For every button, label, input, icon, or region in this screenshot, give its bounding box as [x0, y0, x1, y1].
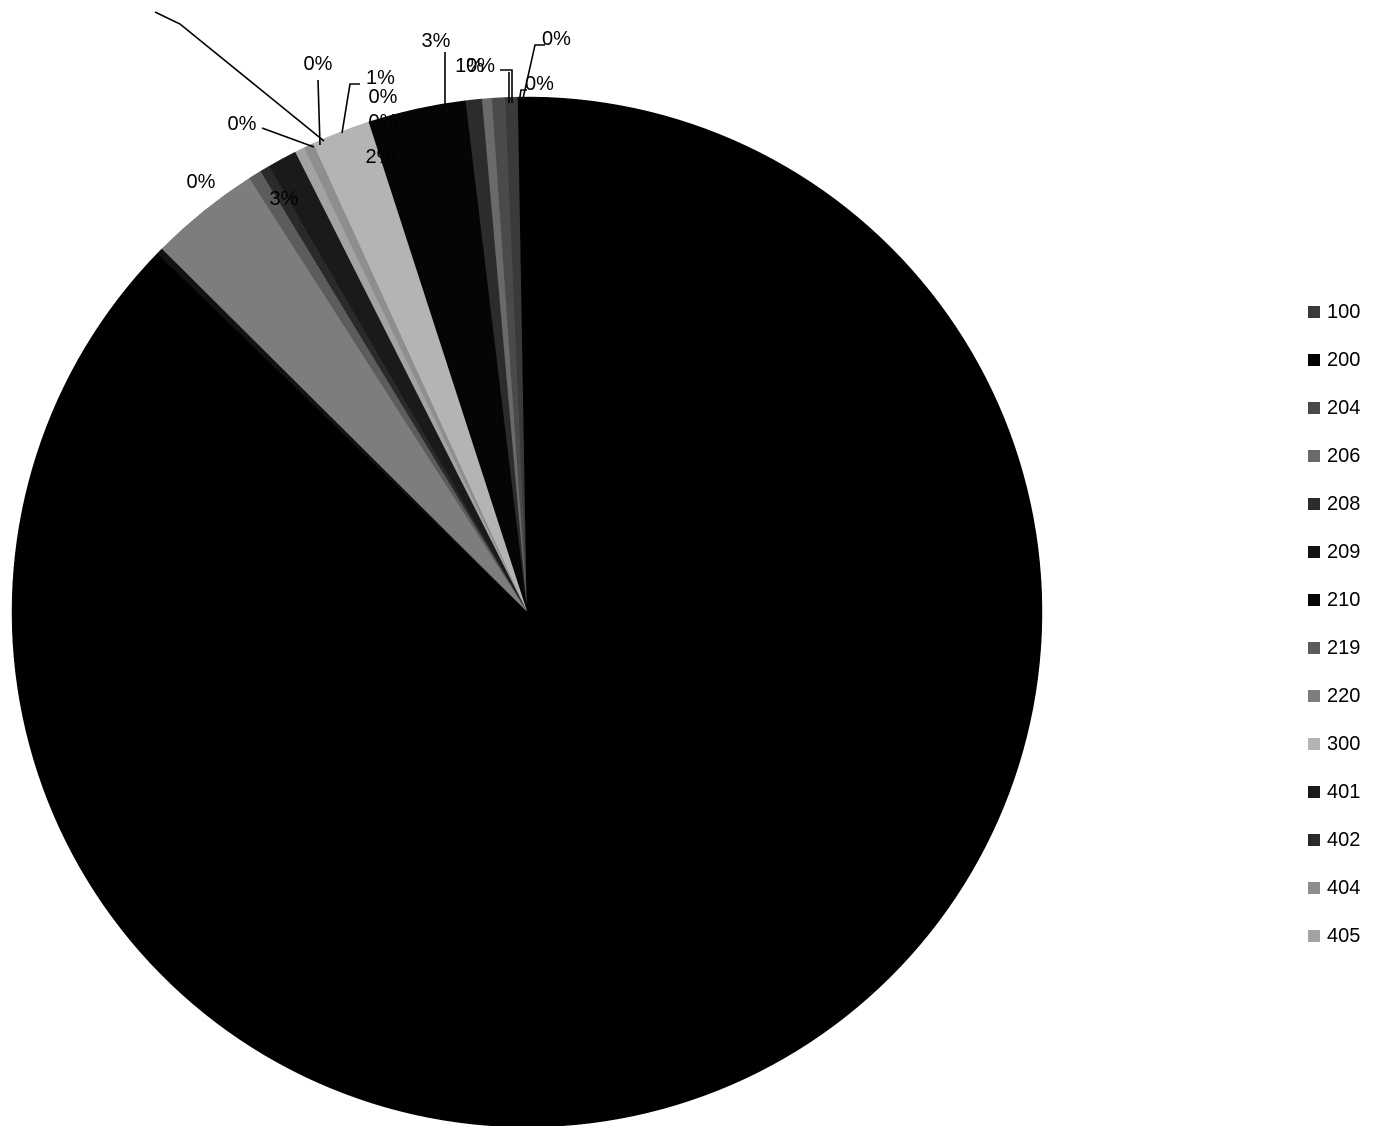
leader-line-219 [261, 127, 315, 148]
data-label-220: 3% [270, 188, 299, 210]
pie-slice-200 [11, 96, 1043, 1128]
legend-swatch-204 [1308, 402, 1320, 414]
legend-item-204: 204 [1308, 384, 1378, 432]
data-label-300: 2% [366, 146, 395, 168]
legend-swatch-404 [1308, 882, 1320, 894]
legend-label-204: 204 [1327, 397, 1361, 419]
legend-item-300: 300 [1308, 720, 1378, 768]
legend-label-220: 220 [1327, 685, 1361, 707]
legend-item-100: 100 [1308, 288, 1378, 336]
legend-label-100: 100 [1327, 301, 1361, 323]
data-label-402: 0% [304, 53, 333, 75]
data-label-404: 0% [369, 111, 398, 133]
legend-swatch-209 [1308, 546, 1320, 558]
legend-item-200: 200 [1308, 336, 1378, 384]
legend-swatch-300 [1308, 738, 1320, 750]
legend-swatch-200 [1308, 354, 1320, 366]
legend-item-220: 220 [1308, 672, 1378, 720]
legend-item-219: 219 [1308, 624, 1378, 672]
pie-slices [11, 96, 1043, 1128]
legend-item-209: 209 [1308, 528, 1378, 576]
legend-label-405: 405 [1327, 925, 1361, 947]
legend-item-208: 208 [1308, 480, 1378, 528]
legend-item-401: 401 [1308, 768, 1378, 816]
legend-label-206: 206 [1327, 445, 1361, 467]
leader-line-206 [500, 69, 513, 103]
chart-legend: 100 200 204 206 208 209 210 219 220 300 401 402 404 4… [1308, 288, 1378, 960]
legend-swatch-220 [1308, 690, 1320, 702]
legend-item-206: 206 [1308, 432, 1378, 480]
legend-label-200: 200 [1327, 349, 1361, 371]
legend-item-405: 405 [1308, 912, 1378, 960]
legend-label-209: 209 [1327, 541, 1361, 563]
data-label-100: 0% [542, 28, 571, 50]
legend-label-219: 219 [1327, 637, 1361, 659]
legend-item-402: 402 [1308, 816, 1378, 864]
leader-line-209 [154, 11, 325, 142]
leader-line-401 [341, 83, 360, 134]
legend-item-210: 210 [1308, 576, 1378, 624]
data-labels: 0%0%0%1%0%3%0%3%2%1%0%0%0% [154, 11, 571, 210]
legend-label-404: 404 [1327, 877, 1361, 899]
data-label-208: 1% [455, 55, 484, 77]
legend-label-210: 210 [1327, 589, 1361, 611]
data-label-219: 0% [228, 113, 257, 135]
legend-swatch-208 [1308, 498, 1320, 510]
legend-swatch-219 [1308, 642, 1320, 654]
legend-swatch-206 [1308, 450, 1320, 462]
legend-label-300: 300 [1327, 733, 1361, 755]
data-label-210: 3% [422, 30, 451, 52]
legend-swatch-405 [1308, 930, 1320, 942]
data-label-206: 0% [466, 55, 495, 77]
legend-swatch-210 [1308, 594, 1320, 606]
leader-line-100 [521, 44, 545, 104]
legend-label-401: 401 [1327, 781, 1361, 803]
data-label-401: 1% [366, 67, 395, 89]
legend-swatch-401 [1308, 786, 1320, 798]
data-label-405: 0% [369, 86, 398, 108]
data-label-204: 0% [525, 73, 554, 95]
legend-swatch-100 [1308, 306, 1320, 318]
legend-item-404: 404 [1308, 864, 1378, 912]
legend-label-208: 208 [1327, 493, 1361, 515]
leader-line-204 [518, 89, 527, 104]
data-label-209: 0% [187, 171, 216, 193]
legend-label-402: 402 [1327, 829, 1361, 851]
legend-swatch-402 [1308, 834, 1320, 846]
leader-line-402 [317, 79, 321, 146]
